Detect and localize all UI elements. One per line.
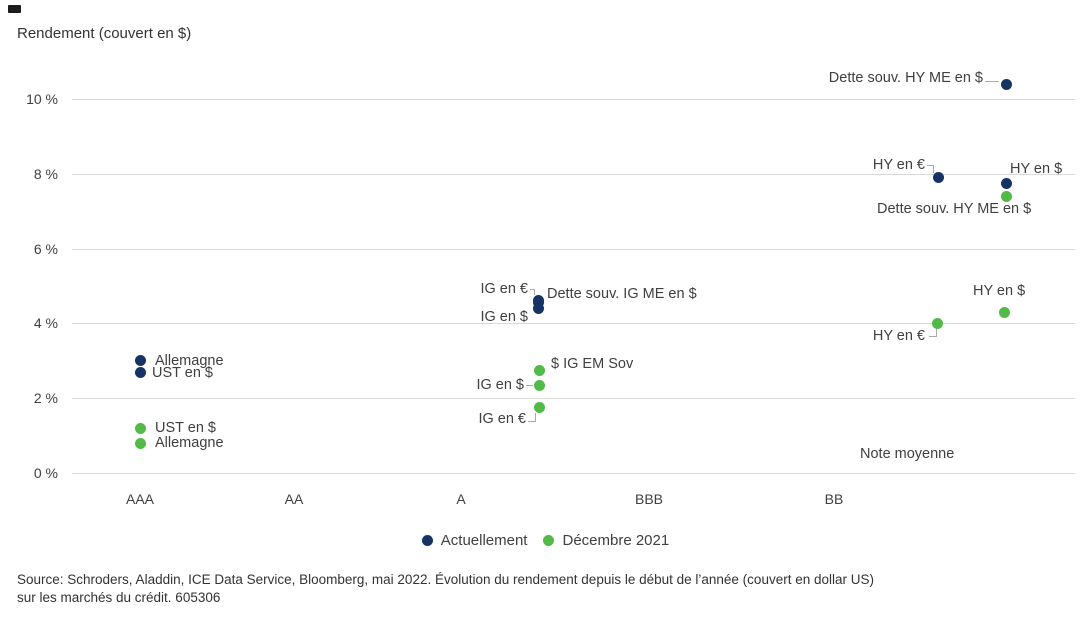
point-label-allemagne: Allemagne (155, 353, 224, 369)
data-point-actuellement-hy-en (932, 172, 944, 184)
legend-label-actuellement: Actuellement (440, 532, 528, 549)
y-axis-tick-label: 2 % (33, 390, 58, 406)
x-axis-tick-label-bbb: BBB (634, 491, 663, 507)
x-axis-tick-label-a: A (456, 491, 466, 507)
legend-dot-decembre-2021-icon (543, 535, 555, 546)
gridline-6 (72, 248, 1075, 250)
data-point-actuellement-dette-souv-hy-me-en (1000, 78, 1012, 90)
data-point-d-cembre-2021-allemagne (134, 437, 146, 449)
point-label-dette-souv-hy-me-en: Dette souv. HY ME en $ (828, 70, 983, 86)
point-label-ig-en: IG en € (478, 411, 526, 427)
gridline-2 (72, 397, 1075, 399)
x-axis-tick-label-aa: AA (284, 491, 304, 507)
gridline-0 (72, 472, 1075, 474)
data-point-d-cembre-2021-hy-en (931, 317, 943, 329)
data-point-actuellement-ust-en (134, 366, 146, 378)
y-axis-tick-label: 6 % (33, 241, 58, 257)
point-label-dette-souv-hy-me-en: Dette souv. HY ME en $ (877, 201, 1032, 217)
point-label-hy-en: HY en $ (1010, 161, 1063, 177)
label-leader-line (985, 81, 999, 82)
legend-item-decembre-2021: Décembre 2021 (543, 532, 669, 549)
y-axis-tick-label: 0 % (33, 465, 58, 481)
legend-item-actuellement: Actuellement (421, 532, 528, 549)
point-label-ust-en: UST en $ (155, 420, 216, 436)
point-label-ig-en: IG en € (480, 281, 528, 297)
label-leader-line (535, 413, 536, 421)
label-leader-line (929, 336, 937, 337)
point-label-ig-en: IG en $ (476, 377, 524, 393)
x-axis-tick-label-bb: BB (824, 491, 844, 507)
x-axis-tick-label-aaa: AAA (125, 491, 154, 507)
point-label-dette-souv-ig-me-en: Dette souv. IG ME en $ (547, 286, 697, 302)
label-leader-line (528, 421, 536, 422)
point-label-hy-en: HY en € (872, 157, 925, 173)
label-leader-line (534, 289, 535, 295)
data-point-actuellement-hy-en (1000, 177, 1012, 189)
y-axis-tick-label: 4 % (33, 315, 58, 331)
y-axis-tick-label: 8 % (33, 166, 58, 182)
data-point-d-cembre-2021-ig-en (533, 402, 545, 414)
data-point-actuellement-dette-souv-ig-me-en (532, 297, 544, 309)
data-point-d-cembre-2021-dette-souv-hy-me-en (1000, 190, 1012, 202)
data-point-actuellement-ig-en (532, 302, 544, 314)
point-label-note-moyenne: Note moyenne (860, 446, 955, 462)
y-axis-tick-label: 10 % (26, 91, 58, 107)
chart-title: Rendement (couvert en $) (17, 25, 192, 42)
label-leader-line (927, 165, 933, 166)
point-label-ig-em-sov: $ IG EM Sov (551, 356, 634, 372)
point-label-allemagne: Allemagne (155, 435, 224, 451)
point-label-ig-en: IG en $ (480, 309, 528, 325)
data-point-d-cembre-2021-ig-em-sov (533, 364, 545, 376)
source-footnote: Source: Schroders, Aladdin, ICE Data Ser… (17, 571, 1081, 606)
data-point-d-cembre-2021-hy-en (998, 306, 1010, 318)
data-point-d-cembre-2021-ust-en (134, 422, 146, 434)
data-point-d-cembre-2021-ig-en (533, 379, 545, 391)
point-label-hy-en: HY en € (872, 328, 925, 344)
source-footnote-line1: Source: Schroders, Aladdin, ICE Data Ser… (17, 572, 874, 587)
label-leader-line (933, 165, 934, 173)
top-left-artifact-mark (8, 5, 21, 13)
gridline-4 (72, 322, 1075, 324)
source-footnote-line2: sur les marchés du crédit. 605306 (17, 589, 221, 605)
gridline-8 (72, 173, 1075, 175)
chart-legend: Actuellement Décembre 2021 (0, 532, 1091, 549)
label-leader-line (936, 328, 937, 336)
data-point-actuellement-allemagne (134, 355, 146, 367)
point-label-ust-en: UST en $ (152, 365, 213, 381)
label-leader-line (530, 289, 534, 290)
label-leader-line (526, 385, 533, 386)
legend-dot-actuellement-icon (421, 535, 433, 546)
point-label-hy-en: HY en $ (973, 283, 1026, 299)
legend-label-decembre-2021: Décembre 2021 (562, 532, 670, 549)
gridline-10 (72, 98, 1075, 100)
